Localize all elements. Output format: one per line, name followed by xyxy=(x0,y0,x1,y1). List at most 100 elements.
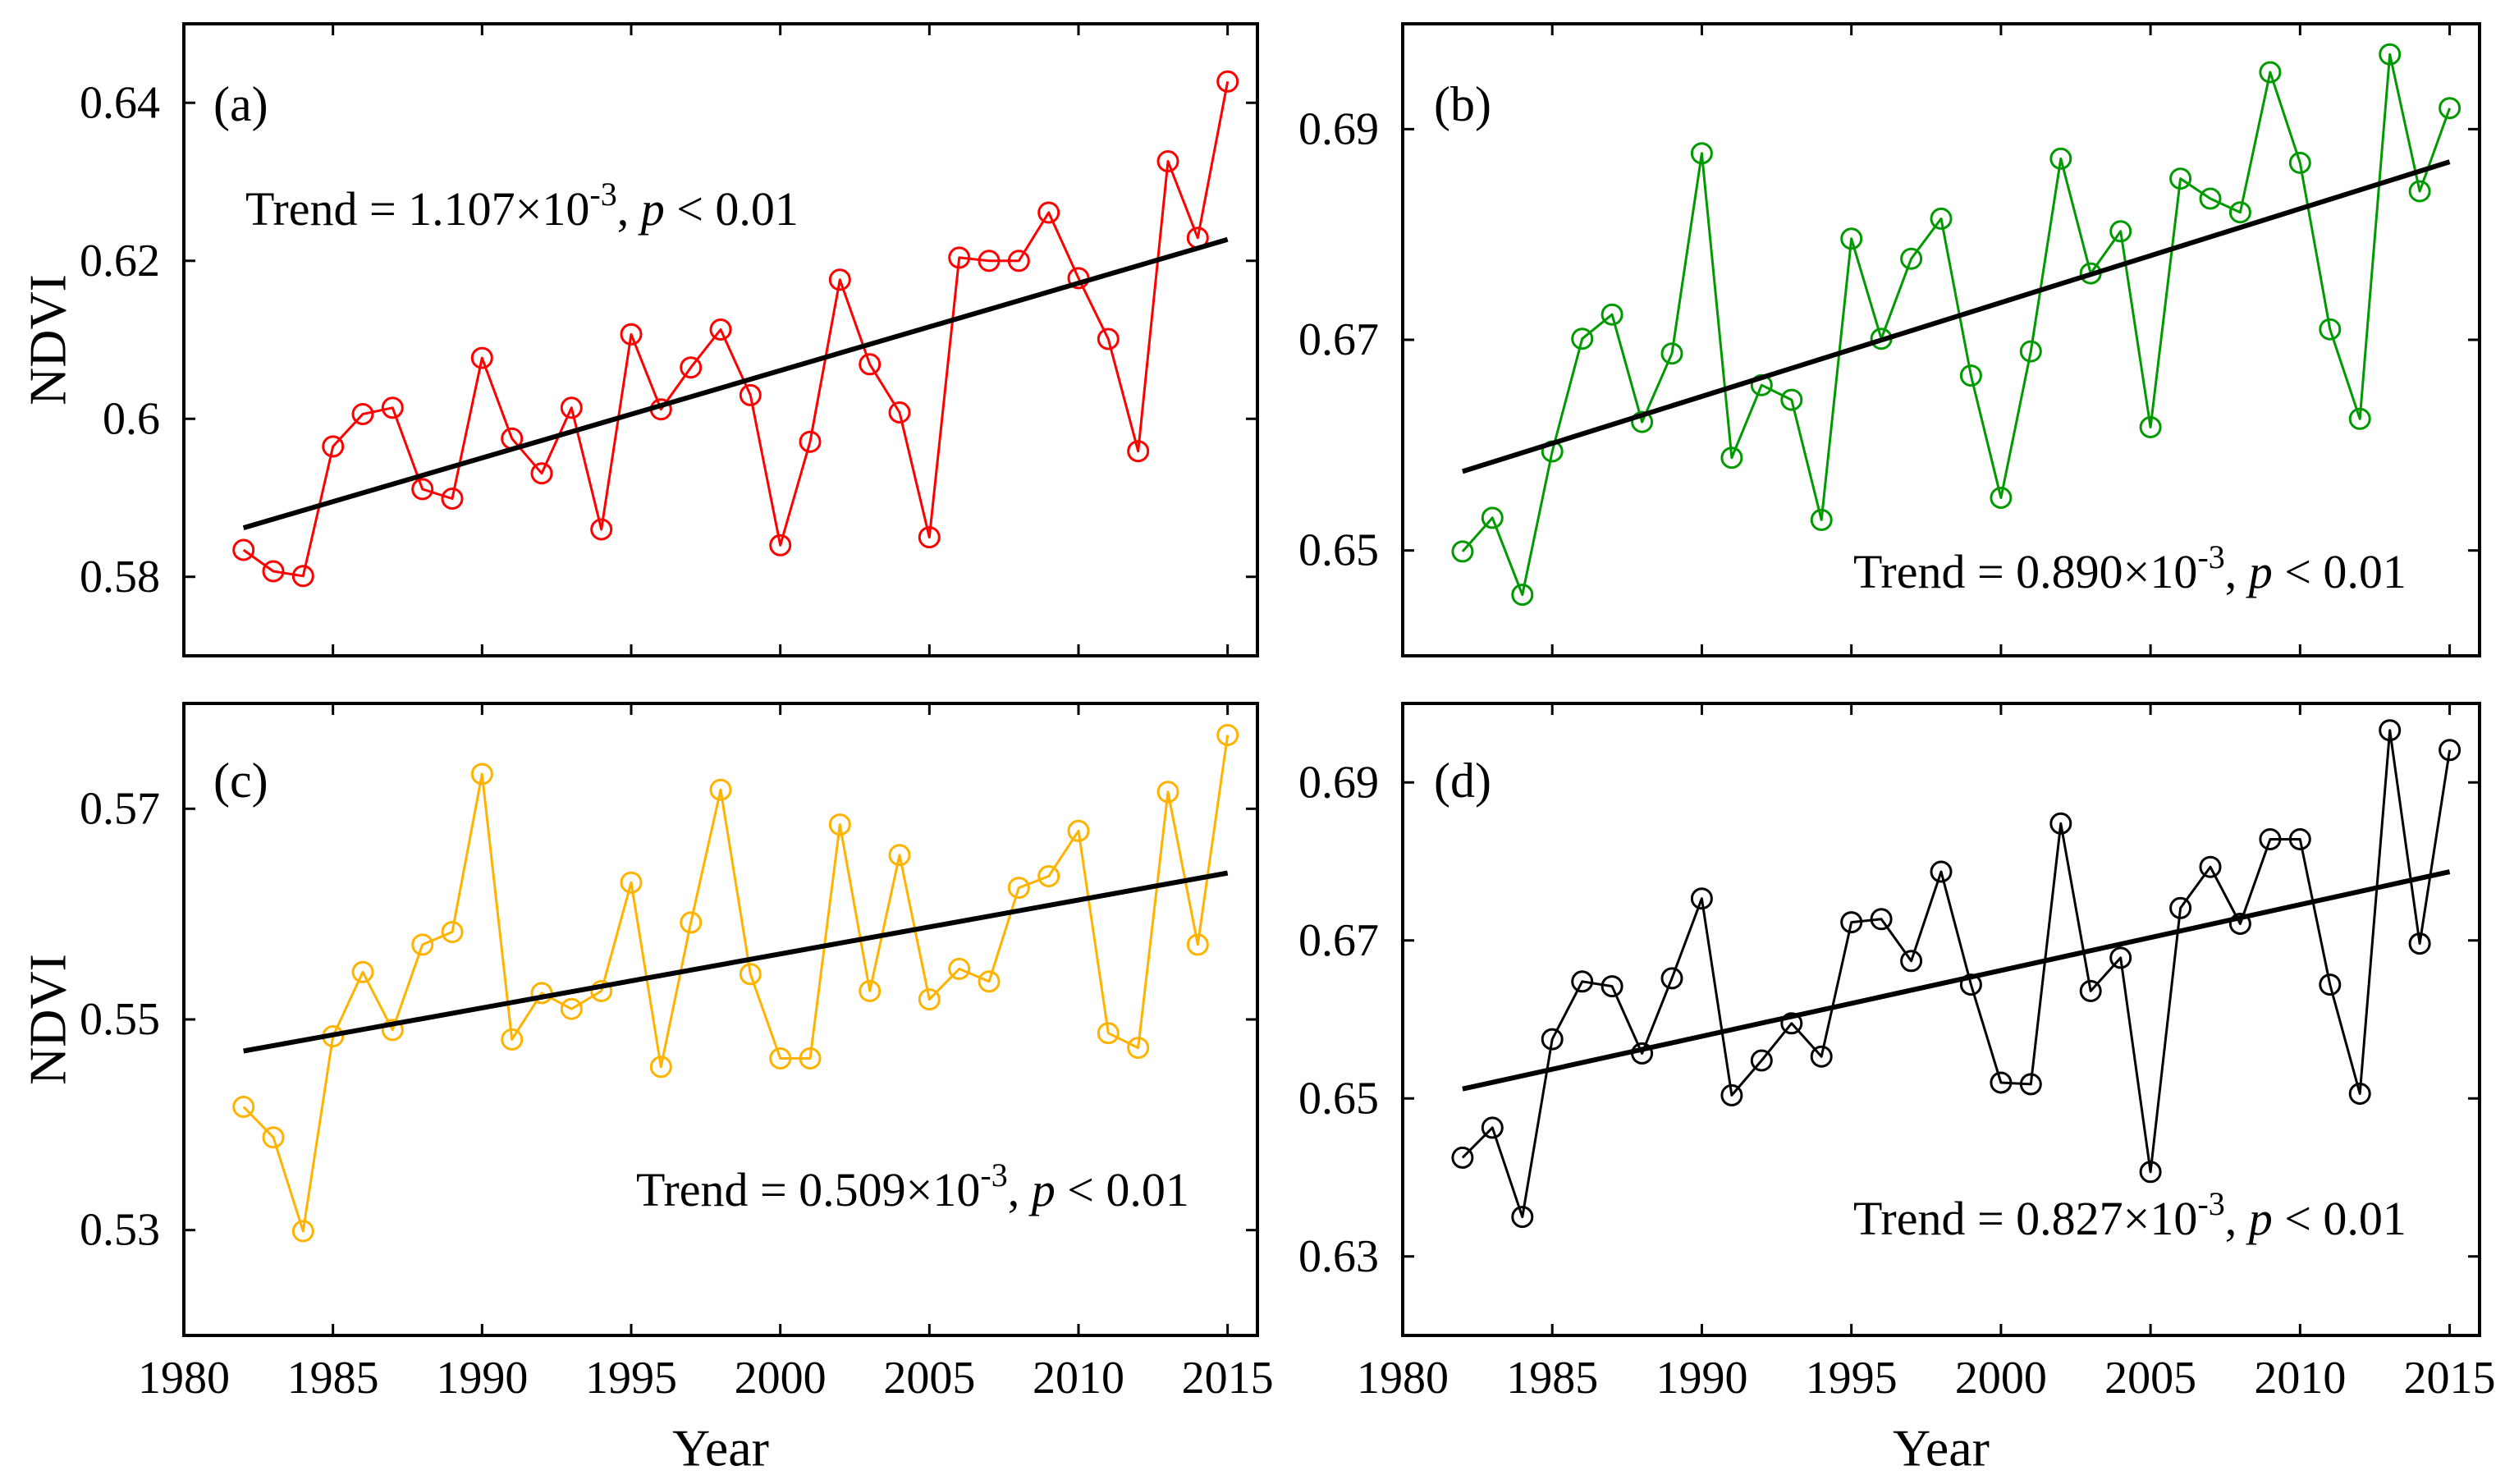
trend-separator: , xyxy=(2225,545,2249,598)
data-point xyxy=(978,970,1001,993)
x-tick-label: 2010 xyxy=(2254,1353,2346,1404)
trend-equation: Trend = 1.107×10 xyxy=(245,182,589,236)
y-tick-label: 0.64 xyxy=(80,77,160,128)
data-point xyxy=(769,534,792,556)
panel-label: (d) xyxy=(1434,753,1491,808)
data-point xyxy=(709,778,732,801)
y-tick-label: 0.63 xyxy=(1298,1231,1379,1282)
data-point xyxy=(2019,340,2042,363)
data-point xyxy=(1127,440,1150,463)
data-point xyxy=(2109,220,2132,243)
data-point xyxy=(1127,1037,1150,1060)
data-point xyxy=(1780,388,1803,411)
plot-frame xyxy=(1401,22,2481,657)
data-point xyxy=(411,478,434,501)
y-tick-label: 0.69 xyxy=(1298,757,1379,808)
data-point xyxy=(948,957,971,980)
data-point xyxy=(918,526,941,549)
x-tick-label: 1980 xyxy=(138,1353,230,1404)
data-point xyxy=(1097,1022,1120,1045)
data-point xyxy=(530,462,553,485)
data-point xyxy=(470,763,493,786)
data-point xyxy=(888,844,911,867)
data-point xyxy=(2049,147,2072,170)
data-point xyxy=(799,430,822,453)
data-point xyxy=(262,1126,285,1149)
data-point xyxy=(232,1096,255,1118)
data-point xyxy=(769,1047,792,1069)
y-tick-label: 0.58 xyxy=(80,552,160,602)
data-point xyxy=(680,356,703,379)
ndvi-series-line xyxy=(1461,729,2452,1219)
data-point xyxy=(1660,967,1683,990)
data-point xyxy=(1690,887,1713,910)
data-point xyxy=(291,565,314,588)
ndvi-series-line xyxy=(1461,53,2452,597)
data-point xyxy=(1571,327,1594,350)
data-point xyxy=(2379,719,2402,742)
data-point xyxy=(1840,911,1863,934)
data-point xyxy=(1720,1083,1743,1106)
y-tick-label: 0.65 xyxy=(1298,1073,1379,1124)
x-tick-label: 1995 xyxy=(1806,1353,1898,1404)
x-tick-label: 2010 xyxy=(1033,1353,1124,1404)
data-point xyxy=(2079,979,2102,1002)
trend-exponent: -3 xyxy=(589,176,616,213)
trend-line xyxy=(1461,159,2451,474)
data-point xyxy=(2199,187,2222,210)
data-point xyxy=(2169,896,2192,919)
data-point xyxy=(2259,61,2282,84)
ndvi-series-line xyxy=(242,81,1230,578)
y-tick-label: 0.65 xyxy=(1298,525,1379,576)
data-point xyxy=(2139,1161,2162,1184)
data-point xyxy=(351,960,374,983)
data-point xyxy=(1720,447,1743,469)
data-point xyxy=(2228,913,2251,935)
x-tick-label: 2015 xyxy=(2404,1353,2496,1404)
y-axis-label: NDVI xyxy=(19,274,77,405)
p-symbol: p xyxy=(2246,545,2273,598)
data-point xyxy=(1631,410,1654,433)
trend-separator: , xyxy=(2225,1192,2249,1245)
data-point xyxy=(560,396,583,419)
data-point xyxy=(1481,506,1504,529)
data-point xyxy=(739,963,762,986)
data-point xyxy=(620,323,643,346)
x-tick-label: 1985 xyxy=(287,1353,379,1404)
x-tick-label: 2000 xyxy=(1955,1353,2047,1404)
data-point xyxy=(1451,1146,1474,1169)
data-point xyxy=(232,538,255,561)
data-point xyxy=(1216,70,1239,93)
x-axis-label: Year xyxy=(672,1419,769,1477)
data-point xyxy=(2288,151,2311,174)
trend-separator: , xyxy=(1008,1163,1032,1216)
x-tick-label: 2005 xyxy=(2104,1353,2196,1404)
data-point xyxy=(1810,508,1833,531)
data-point xyxy=(1481,1116,1504,1139)
data-point xyxy=(1690,142,1713,165)
ndvi-series-line xyxy=(242,735,1230,1233)
data-point xyxy=(620,871,643,894)
data-point xyxy=(590,979,613,1002)
x-axis-label: Year xyxy=(1893,1419,1990,1477)
data-point xyxy=(1810,1045,1833,1068)
trend-equation: Trend = 0.509×10 xyxy=(636,1163,980,1216)
y-tick-label: 0.62 xyxy=(80,236,160,286)
data-point xyxy=(2319,318,2342,341)
data-point xyxy=(381,1019,404,1042)
data-point xyxy=(918,988,941,1011)
data-point xyxy=(2348,1083,2371,1105)
data-point xyxy=(470,346,493,369)
plot-frame xyxy=(182,702,1259,1337)
trend-annotation: Trend = 0.827×10-3, p < 0.01 xyxy=(1853,1185,2407,1245)
panel-label: (b) xyxy=(1434,77,1491,131)
x-tick-label: 1980 xyxy=(1357,1353,1449,1404)
data-point xyxy=(1156,781,1179,804)
data-point xyxy=(799,1047,822,1069)
data-point xyxy=(1930,860,1953,883)
data-point xyxy=(1037,865,1060,887)
x-tick-label: 1990 xyxy=(1655,1353,1747,1404)
data-point xyxy=(1007,877,1030,900)
data-point xyxy=(1959,364,1982,387)
panel-label: (a) xyxy=(213,77,268,131)
